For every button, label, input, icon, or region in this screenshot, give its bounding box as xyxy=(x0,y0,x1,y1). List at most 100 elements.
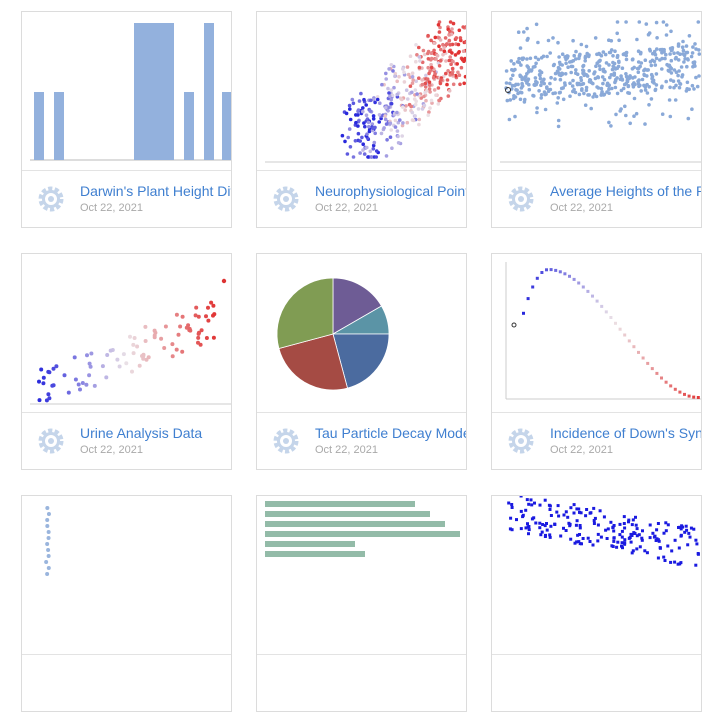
thumb-point xyxy=(444,59,448,63)
thumb-point xyxy=(686,543,690,547)
card-title[interactable]: Tau Particle Decay Modes xyxy=(315,425,466,441)
chart-card[interactable]: Neurophysiological Point P Oct 22, 2021 xyxy=(256,11,467,228)
thumb-point xyxy=(574,57,578,61)
thumb-point xyxy=(457,28,462,33)
chart-card[interactable] xyxy=(256,495,467,712)
thumb-point xyxy=(596,86,601,90)
chart-card[interactable]: Incidence of Down's Syndr Oct 22, 2021 xyxy=(491,253,702,470)
thumb-point xyxy=(547,503,551,507)
thumb-point xyxy=(672,51,676,55)
thumb-point xyxy=(425,77,430,81)
thumb-point xyxy=(196,314,201,319)
thumb-point xyxy=(427,87,432,91)
thumb-point xyxy=(628,121,632,126)
thumb-point xyxy=(414,59,418,64)
thumb-point xyxy=(406,97,410,101)
thumb-point xyxy=(422,94,426,99)
thumb-point xyxy=(556,118,561,123)
chart-card[interactable]: Average Heights of the Ric Oct 22, 2021 xyxy=(491,11,702,228)
thumb-point xyxy=(427,80,432,84)
thumb-point xyxy=(676,58,681,62)
thumb-point xyxy=(553,91,557,95)
thumb-point xyxy=(115,357,120,362)
thumb-point xyxy=(411,78,415,82)
thumb-point xyxy=(531,65,536,69)
thumb-point xyxy=(584,514,588,518)
card-title[interactable]: Urine Analysis Data xyxy=(80,425,203,441)
chart-thumbnail xyxy=(257,20,466,171)
chart-card[interactable]: Urine Analysis Data Oct 22, 2021 xyxy=(21,253,232,470)
thumb-point xyxy=(414,43,418,47)
thumb-point xyxy=(634,523,638,527)
thumb-point xyxy=(631,518,635,522)
thumb-point xyxy=(695,542,699,546)
chart-card[interactable]: Tau Particle Decay Modes Oct 22, 2021 xyxy=(256,253,467,470)
thumb-point xyxy=(211,303,216,308)
thumb-point xyxy=(634,515,637,519)
thumb-point xyxy=(655,371,659,375)
thumb-point xyxy=(673,387,677,391)
thumb-point xyxy=(417,76,421,80)
thumb-point xyxy=(438,25,442,30)
chart-card[interactable] xyxy=(21,495,232,712)
thumb-point xyxy=(450,27,454,31)
thumb-point xyxy=(553,523,557,526)
thumb-point xyxy=(464,40,466,45)
thumb-point xyxy=(518,97,523,102)
thumb-point xyxy=(525,64,529,68)
thumb-point xyxy=(47,396,52,401)
thumb-point xyxy=(380,82,384,87)
thumb-point xyxy=(575,519,579,523)
card-title[interactable]: Average Heights of the Ric xyxy=(550,183,701,199)
thumb-point xyxy=(576,533,580,537)
thumb-bar xyxy=(265,511,430,517)
thumb-point xyxy=(186,323,191,328)
thumb-point xyxy=(383,105,388,110)
gear-hub xyxy=(518,438,524,444)
thumb-point xyxy=(446,94,451,98)
thumb-point xyxy=(434,93,438,97)
thumb-point xyxy=(51,366,56,371)
thumb-point xyxy=(632,114,636,118)
thumb-point xyxy=(551,36,555,40)
thumb-point xyxy=(574,49,578,54)
thumb-point xyxy=(354,120,358,125)
thumb-point xyxy=(413,88,418,92)
thumb-point xyxy=(535,110,539,115)
chart-card[interactable] xyxy=(491,495,702,712)
thumb-point xyxy=(582,91,586,96)
thumb-point xyxy=(586,93,590,97)
card-title[interactable]: Incidence of Down's Syndr xyxy=(550,425,701,441)
card-title[interactable]: Darwin's Plant Height Diffe xyxy=(80,183,231,199)
thumb-slice xyxy=(276,277,334,349)
card-date: Oct 22, 2021 xyxy=(550,202,613,214)
thumb-point xyxy=(400,134,404,138)
thumb-point xyxy=(371,114,376,118)
thumb-point xyxy=(544,92,548,96)
thumb-point xyxy=(656,522,660,525)
card-date: Oct 22, 2021 xyxy=(80,444,143,456)
thumb-point xyxy=(658,47,663,52)
thumb-point xyxy=(669,29,673,34)
thumb-point xyxy=(677,526,680,529)
thumb-point xyxy=(522,100,527,104)
thumb-point xyxy=(674,55,678,60)
thumb-point xyxy=(670,549,674,553)
thumb-point xyxy=(421,48,426,53)
thumb-point xyxy=(439,78,443,82)
thumb-point xyxy=(580,87,584,91)
thumb-point xyxy=(437,98,441,103)
thumb-point xyxy=(669,384,673,388)
thumb-point xyxy=(463,74,466,79)
thumb-point xyxy=(666,544,670,548)
thumb-point xyxy=(593,36,598,40)
thumb-point xyxy=(417,55,422,59)
gear-ring xyxy=(273,186,299,212)
thumb-point xyxy=(510,506,514,509)
chart-card[interactable]: Darwin's Plant Height Diffe Oct 22, 2021 xyxy=(21,11,232,228)
card-title[interactable]: Neurophysiological Point P xyxy=(315,183,466,199)
thumb-point xyxy=(572,503,576,507)
thumb-bar xyxy=(54,92,64,160)
thumb-point xyxy=(423,52,427,57)
card-date: Oct 22, 2021 xyxy=(315,202,378,214)
